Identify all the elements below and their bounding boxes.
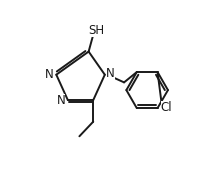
Text: N: N <box>45 68 54 81</box>
Text: Cl: Cl <box>161 101 172 114</box>
Text: N: N <box>57 94 65 107</box>
Text: N: N <box>106 67 115 80</box>
Text: SH: SH <box>88 23 104 36</box>
